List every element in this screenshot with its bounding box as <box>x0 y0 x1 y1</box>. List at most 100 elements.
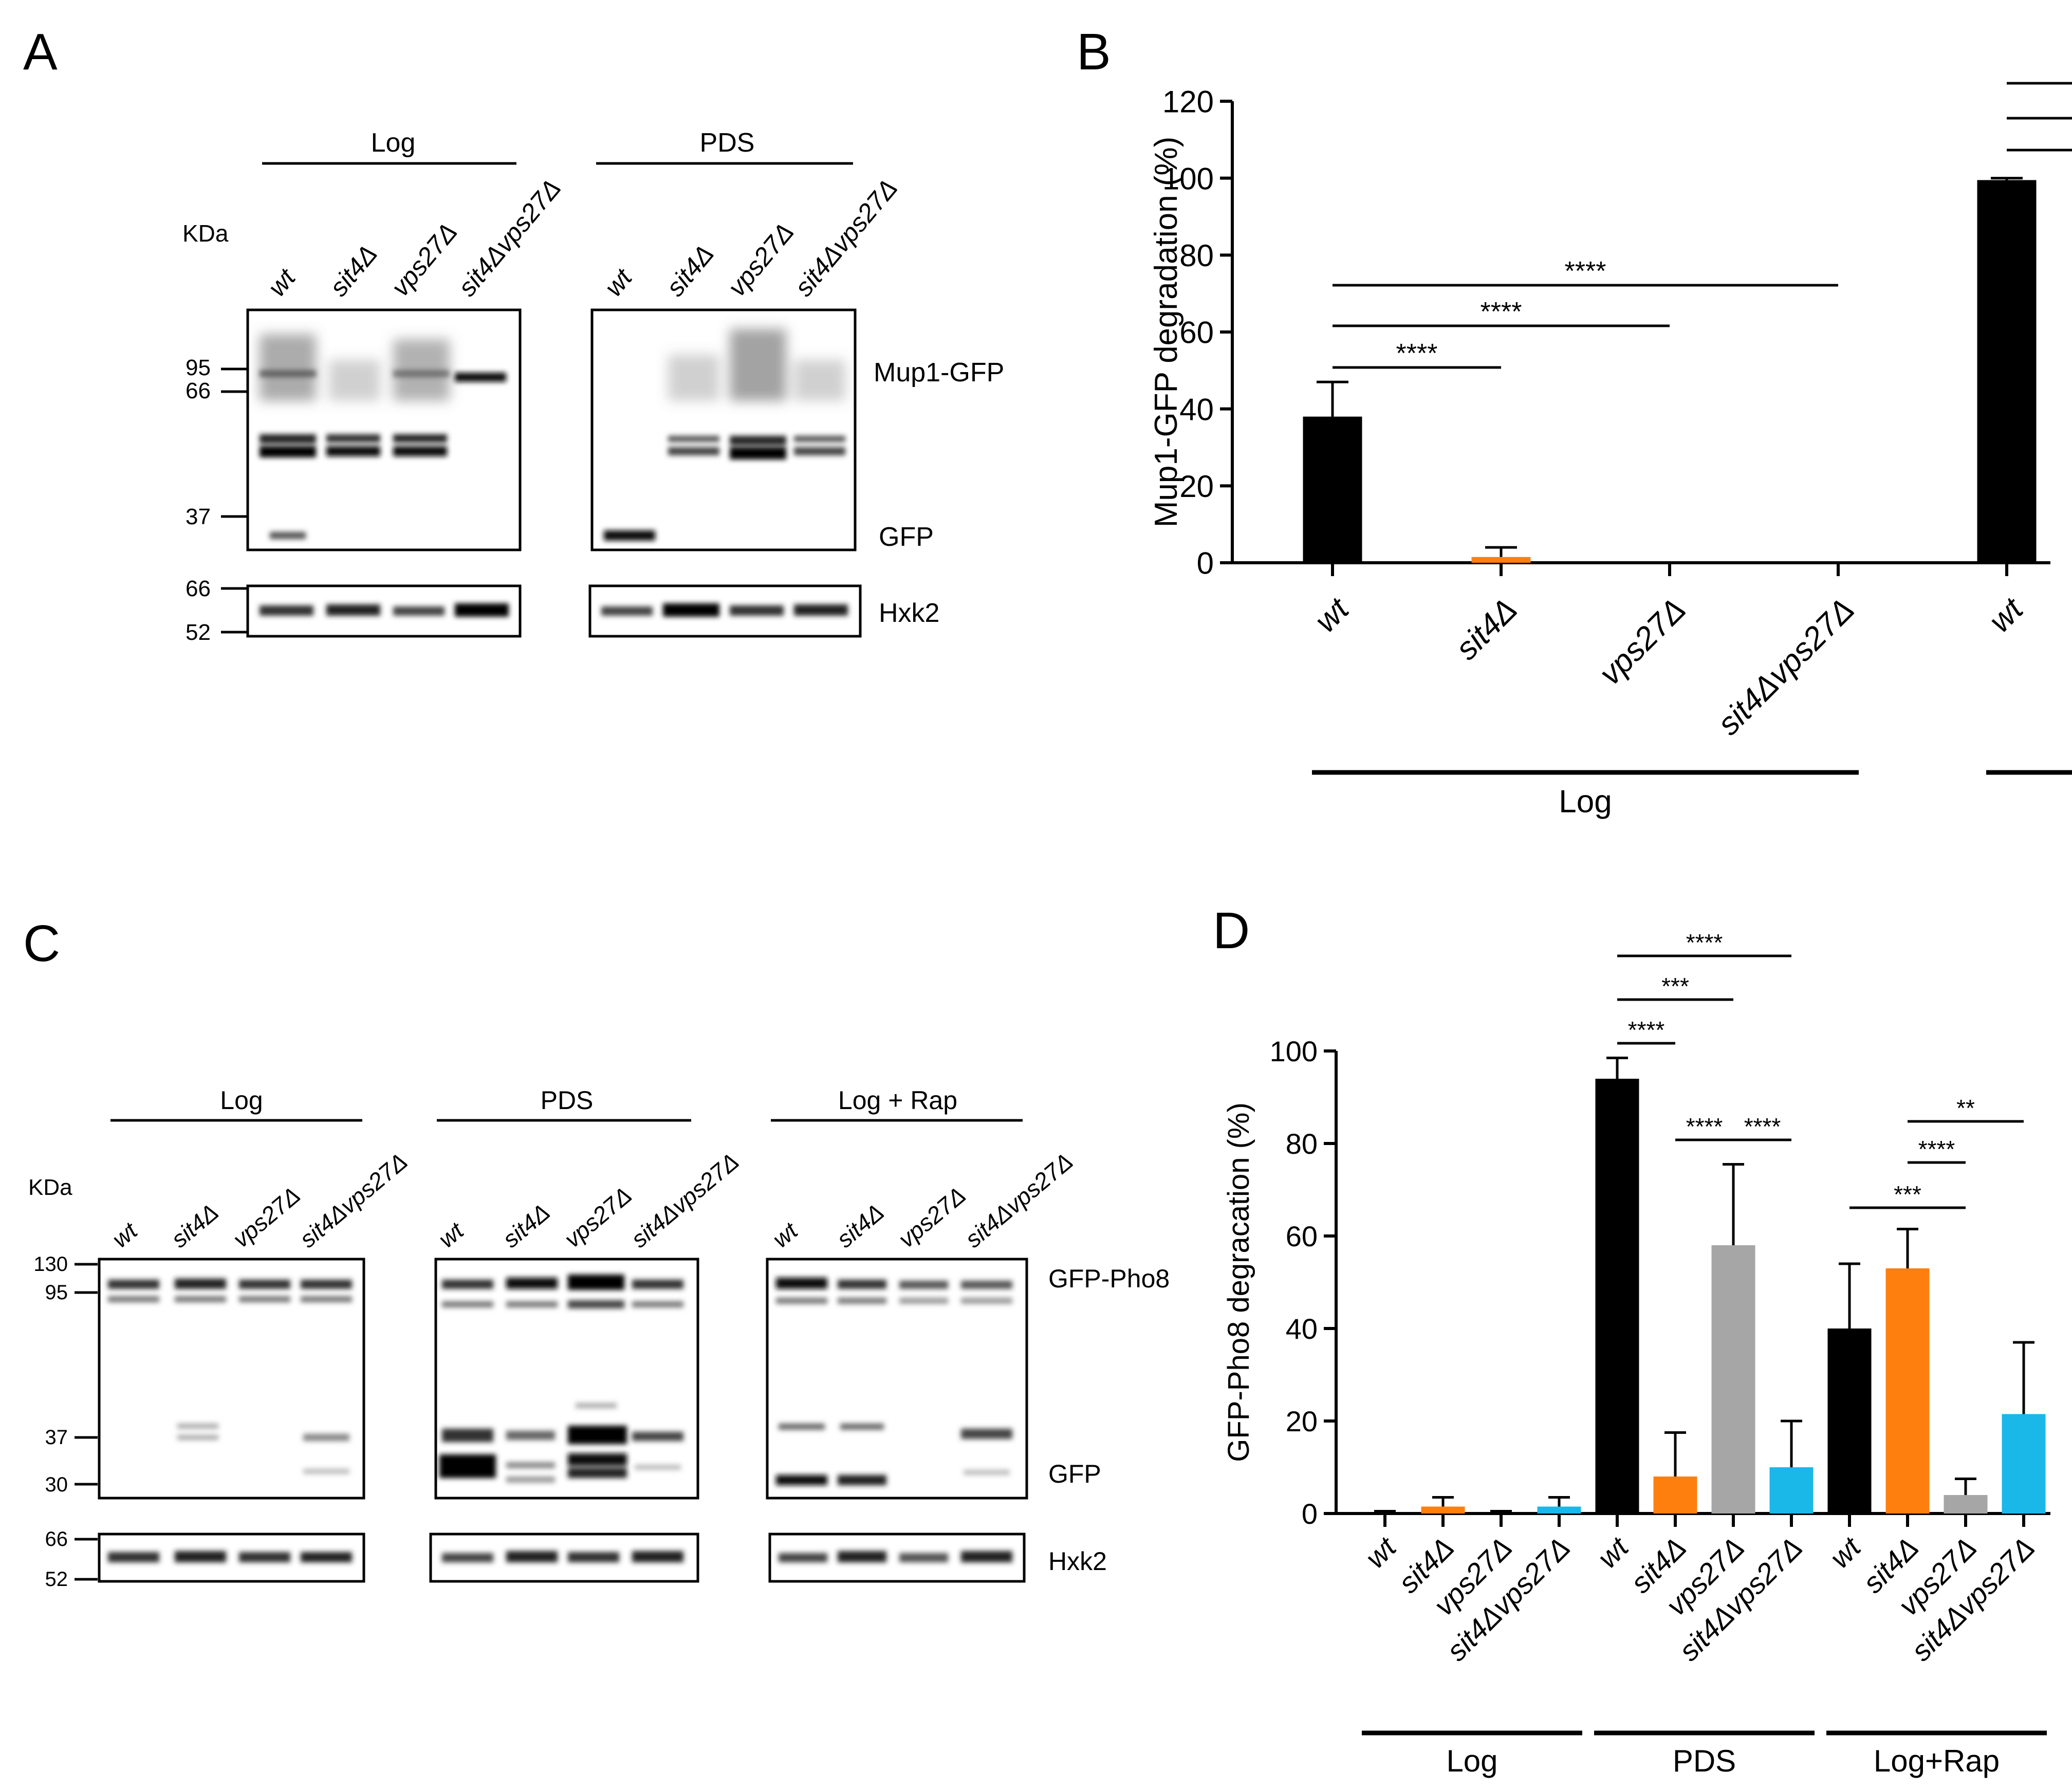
lane-label-sit4: sit4Δ <box>831 1198 889 1253</box>
significance-label: **** <box>1918 1136 1955 1162</box>
bar <box>1471 557 1531 563</box>
group-label: Log+Rap <box>1874 1744 2000 1778</box>
significance-label: **** <box>1686 1113 1723 1140</box>
band-label-mup1-gfp: Mup1-GFP <box>874 358 1004 387</box>
lane-labels-log-rap: wt sit4Δ vps27Δ sit4Δvps27Δ <box>767 1148 1078 1252</box>
band-label-hxk2: Hxk2 <box>879 598 939 628</box>
x-tick-label: sit4Δ <box>1449 592 1524 667</box>
lane-label-sit4: sit4Δ <box>497 1198 555 1253</box>
band-label-gfp-pho8: GFP-Pho8 <box>1048 1264 1170 1293</box>
marker-52: 52 <box>186 620 211 645</box>
y-tick-label: 20 <box>1179 469 1214 504</box>
y-tick-label: 40 <box>1286 1313 1318 1345</box>
x-tick-label: vps27Δ <box>1593 592 1693 692</box>
y-axis-label: Mup1-GFP degradation (%) <box>1149 137 1184 527</box>
lane-label-vps27: vps27Δ <box>386 217 463 302</box>
kda-label: KDa <box>28 1175 72 1200</box>
lane-label-double: sit4Δvps27Δ <box>789 174 903 302</box>
lane-label-wt: wt <box>599 263 638 302</box>
bar <box>1653 1477 1697 1514</box>
bar <box>1303 416 1362 563</box>
y-axis-label: GFP-Pho8 degracation (%) <box>1222 1102 1255 1462</box>
marker-66: 66 <box>186 576 211 601</box>
y-tick-label: 0 <box>1302 1498 1318 1530</box>
blot-pds-main <box>590 308 857 551</box>
lane-label-double: sit4Δvps27Δ <box>453 174 567 302</box>
panel-d: D 0 20 40 60 80 100 GFP-Pho8 degracation (%) wt… <box>1213 902 2050 1778</box>
lane-label-wt: wt <box>107 1216 143 1253</box>
x-tick-label: sit4Δvps27Δ <box>1711 592 1861 742</box>
blot-c-lograp-loading <box>768 1533 1026 1583</box>
x-tick-label: wt <box>1308 590 1357 639</box>
panel-letter-d: D <box>1213 902 1250 959</box>
lane-labels-log: wt sit4Δ vps27Δ sit4Δvps27Δ <box>263 174 567 302</box>
bar <box>1885 1268 1930 1514</box>
panel-letter-c: C <box>23 915 60 972</box>
bar <box>1977 180 2037 563</box>
kda-label: KDa <box>182 220 229 247</box>
marker-66: 66 <box>45 1528 68 1551</box>
significance-label: **** <box>1686 929 1723 956</box>
lane-label-sit4: sit4Δ <box>324 239 383 302</box>
bar <box>1944 1495 1988 1514</box>
marker-52: 52 <box>45 1568 68 1591</box>
size-markers: 130 95 37 30 66 52 <box>33 1253 98 1591</box>
lane-label-wt: wt <box>433 1216 469 1253</box>
group-label-log: Log <box>371 128 416 158</box>
y-tick-label: 100 <box>1162 161 1214 196</box>
blot-log-main <box>246 308 522 551</box>
lane-label-double: sit4Δvps27Δ <box>626 1148 744 1252</box>
lane-label-sit4: sit4Δ <box>166 1198 224 1253</box>
x-tick-label: wt <box>1982 590 2031 639</box>
lane-label-double: sit4Δvps27Δ <box>960 1148 1078 1252</box>
x-tick-label: wt <box>1823 1530 1867 1574</box>
chart-b: 0 20 40 60 80 100 120 Mup1-GFP degradation (%) w… <box>1149 82 2072 820</box>
significance-label: *** <box>1661 973 1689 1000</box>
blot-c-pds-main <box>434 1258 699 1500</box>
group-label: Log <box>1559 784 1612 820</box>
bar <box>1421 1506 1465 1514</box>
group-label: PDS <box>1673 1744 1736 1778</box>
marker-130: 130 <box>33 1253 68 1276</box>
marker-95: 95 <box>45 1281 68 1304</box>
significance-label: **** <box>1628 1017 1665 1043</box>
blot-log-loading <box>246 584 522 638</box>
lane-label-vps27: vps27Δ <box>893 1182 971 1253</box>
group-label-log: Log <box>220 1086 263 1115</box>
y-tick-label: 40 <box>1179 392 1214 427</box>
panel-letter-a: A <box>23 23 58 81</box>
y-tick-label: 120 <box>1162 85 1214 119</box>
marker-66: 66 <box>186 378 211 403</box>
group-label-pds: PDS <box>541 1086 594 1115</box>
marker-30: 30 <box>45 1473 68 1496</box>
blot-c-pds-loading <box>429 1533 699 1583</box>
significance-label: ** <box>1956 1095 1975 1121</box>
y-tick-label: 80 <box>1179 238 1214 273</box>
x-tick-label: wt <box>1359 1530 1403 1574</box>
lane-label-vps27: vps27Δ <box>228 1182 305 1253</box>
marker-37: 37 <box>45 1426 68 1449</box>
bar <box>2002 1414 2046 1514</box>
y-tick-label: 100 <box>1270 1035 1318 1067</box>
band-label-gfp: GFP <box>1048 1460 1101 1488</box>
bar <box>1827 1328 1872 1514</box>
significance-label: **** <box>1565 256 1606 286</box>
group-label-log-rap: Log + Rap <box>838 1086 957 1115</box>
panel-c: C Log PDS Log + Rap KDa wt sit4Δ vps27Δ … <box>23 915 1170 1591</box>
lane-labels-log: wt sit4Δ vps27Δ sit4Δvps27Δ <box>107 1148 413 1252</box>
lane-labels-pds: wt sit4Δ vps27Δ sit4Δvps27Δ <box>599 174 903 302</box>
lane-label-sit4: sit4Δ <box>661 239 719 302</box>
group-label-pds: PDS <box>700 128 755 158</box>
blot-c-log-loading <box>98 1533 365 1583</box>
y-tick-label: 80 <box>1286 1128 1318 1160</box>
lane-label-double: sit4Δvps27Δ <box>294 1148 413 1252</box>
lane-label-wt: wt <box>767 1216 803 1253</box>
band-label-gfp: GFP <box>879 522 934 552</box>
panel-a: A Log PDS KDa wt sit4Δ vps27Δ sit4Δvps27… <box>23 23 1004 645</box>
panel-b: B 0 20 40 60 80 100 120 Mup1-GFP degradation (%… <box>1077 23 2072 820</box>
y-tick-label: 20 <box>1286 1405 1318 1437</box>
lane-labels-pds: wt sit4Δ vps27Δ sit4Δvps27Δ <box>433 1148 744 1252</box>
significance-label: **** <box>1396 339 1438 368</box>
